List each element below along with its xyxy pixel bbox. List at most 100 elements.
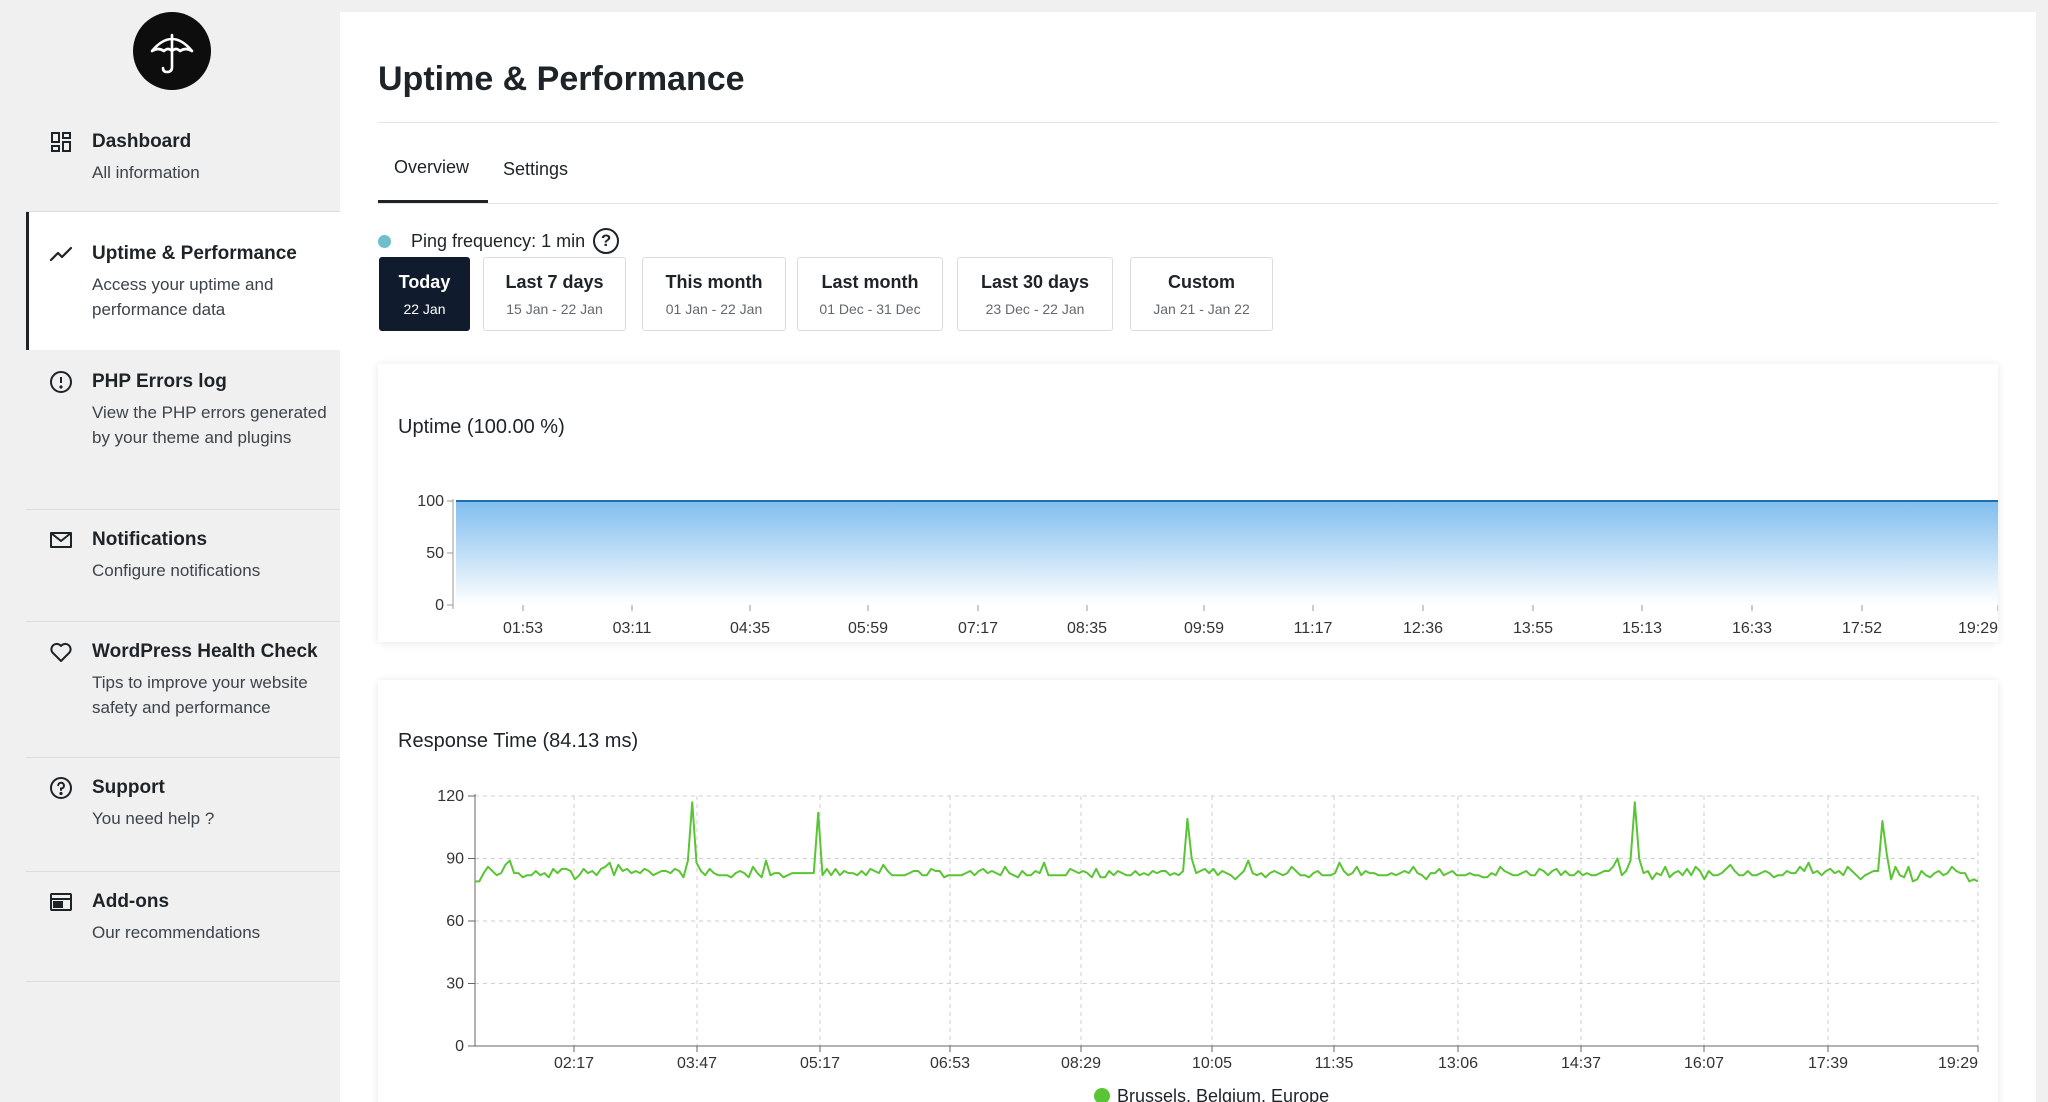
x-tick-label: 06:53 [930,1055,970,1072]
sidebar-item-description: Access your uptime and performance data [92,275,274,319]
main-panel: Uptime & Performance Overview Settings P… [340,12,2036,1102]
x-tick-label: 05:17 [800,1055,840,1072]
title-divider [378,122,1998,123]
range-dates: 01 Jan - 22 Jan [665,300,763,317]
x-tick-label: 19:29 [1958,620,1998,637]
sidebar-item-title: Dashboard [92,131,192,152]
legend-swatch [1094,1088,1110,1102]
sidebar-item-title: Support [92,777,165,798]
tab-overview[interactable]: Overview [378,135,488,203]
x-tick-label: 07:17 [958,620,998,637]
range-button-this-month[interactable]: This month 01 Jan - 22 Jan [642,257,786,331]
x-tick-label: 03:11 [613,620,652,637]
umbrella-icon [150,33,194,74]
x-tick-label: 05:59 [848,620,888,637]
range-label: Custom [1168,271,1235,292]
dashboard-icon [48,129,74,155]
range-label: Last 30 days [980,271,1090,292]
sidebar-item-uptime-performance[interactable]: Uptime & Performance Access your uptime a… [26,212,340,350]
sidebar: Dashboard All information Uptime & Perform… [0,0,340,1102]
range-label: Last month [821,271,919,292]
x-tick-label: 17:39 [1808,1055,1848,1072]
envelope-icon [48,527,74,553]
sidebar-item-description: You need help ? [92,809,215,828]
help-circle-icon[interactable]: ? [593,228,620,254]
status-dot [378,234,391,248]
sidebar-item-title: PHP Errors log [92,371,227,392]
sidebar-item-description: Our recommendations [92,923,261,942]
sidebar-item-description: All information [92,163,200,182]
sidebar-item-notifications[interactable]: Notifications Configure notifications [26,510,340,622]
range-button-today[interactable]: Today 22 Jan [379,257,470,331]
y-tick-label: 120 [437,788,464,805]
range-label: This month [665,271,763,292]
x-tick-label: 10:05 [1192,1055,1232,1072]
range-label: Today [398,271,451,292]
umbrella-logo[interactable] [133,12,211,90]
page-title: Uptime & Performance [378,60,745,98]
sidebar-item-description: Configure notifications [92,561,261,580]
x-tick-label: 04:35 [730,620,770,637]
x-tick-label: 13:06 [1438,1055,1478,1072]
heart-icon [48,639,74,665]
y-tick-label: 0 [435,597,444,614]
x-tick-label: 09:59 [1184,620,1224,637]
uptime-chart: 0 50 100 01:53 03:11 04:35 05:59 07:17 08:35 09:5… [417,493,1998,637]
sidebar-item-title: Uptime & Performance [92,243,297,264]
sidebar-item-description: View the PHP errors generated by your th… [92,403,327,447]
sidebar-item-description: Tips to improve your website safety and … [92,673,308,717]
x-tick-label: 17:52 [1842,620,1882,637]
x-tick-label: 03:47 [677,1055,717,1072]
range-label: Last 7 days [505,271,604,292]
range-button-last-30-days[interactable]: Last 30 days 23 Dec - 22 Jan [957,257,1113,331]
ping-frequency-label: Ping frequency: 1 min [411,230,586,251]
range-dates: 22 Jan [403,300,446,317]
x-tick-label: 15:13 [1622,620,1662,637]
sidebar-item-title: WordPress Health Check [92,641,318,662]
ping-frequency: Ping frequency: 1 min ? [378,226,620,256]
x-tick-label: 11:35 [1315,1055,1354,1072]
tabs-divider [378,203,1998,204]
range-dates: 15 Jan - 22 Jan [506,300,603,317]
x-tick-label: 12:36 [1403,620,1443,637]
response-time-chart-title: Response Time (84.13 ms) [398,730,639,752]
sidebar-item-dashboard[interactable]: Dashboard All information [26,112,340,212]
uptime-card: Uptime (100.00 %) 0 50 100 01:53 03:11 04:35 0… [378,364,1998,642]
range-dates: Jan 21 - Jan 22 [1153,300,1250,317]
x-tick-label: 01:53 [503,620,543,637]
sidebar-item-support[interactable]: Support You need help ? [26,758,340,872]
x-tick-label: 08:29 [1061,1055,1101,1072]
trend-line-icon [48,241,74,267]
response-time-card: Response Time (84.13 ms) 0 30 60 90 120 02:17… [378,680,1998,1102]
y-tick-label: 60 [446,913,464,930]
range-button-last-month[interactable]: Last month 01 Dec - 31 Dec [797,257,943,331]
x-tick-label: 02:17 [554,1055,594,1072]
sidebar-item-title: Notifications [92,529,208,550]
y-tick-label: 90 [446,851,464,868]
y-tick-label: 0 [455,1038,464,1055]
range-button-last-7-days[interactable]: Last 7 days 15 Jan - 22 Jan [483,257,626,331]
x-tick-label: 11:17 [1294,620,1333,637]
sidebar-item-title: Add-ons [92,891,170,912]
y-tick-label: 30 [446,976,464,993]
help-circle-icon [48,775,74,801]
x-tick-label: 13:55 [1513,620,1553,637]
tab-settings[interactable]: Settings [503,158,569,179]
x-tick-label: 14:37 [1561,1055,1601,1072]
sidebar-item-add-ons[interactable]: Add-ons Our recommendations [26,872,340,982]
alert-circle-icon [48,369,74,395]
response-time-series-line [475,801,1979,883]
uptime-chart-title: Uptime (100.00 %) [398,416,565,438]
x-tick-label: 19:29 [1938,1055,1978,1072]
response-time-chart: 0 30 60 90 120 02:17 03:47 05:17 06:53 08:29 10:05… [437,788,1979,1102]
sidebar-item-php-errors-log[interactable]: PHP Errors log View the PHP errors genera… [26,352,340,510]
uptime-area [456,501,1998,605]
x-tick-label: 16:33 [1732,620,1772,637]
sidebar-item-wordpress-health-check[interactable]: WordPress Health Check Tips to improve yo… [26,622,340,758]
y-tick-label: 50 [426,545,444,562]
add-ons-icon [48,889,74,915]
range-dates: 01 Dec - 31 Dec [819,300,921,317]
range-dates: 23 Dec - 22 Jan [985,300,1085,317]
range-button-custom[interactable]: Custom Jan 21 - Jan 22 [1130,257,1273,331]
x-tick-label: 08:35 [1067,620,1107,637]
